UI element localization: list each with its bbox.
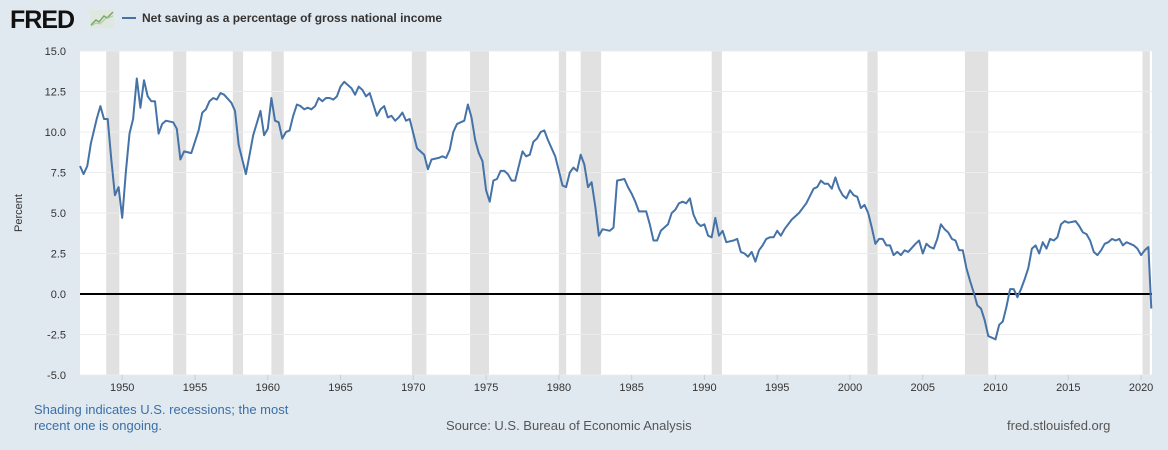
x-tick-label: 2010 xyxy=(983,382,1007,394)
site-link[interactable]: fred.stlouisfed.org xyxy=(1007,418,1111,433)
x-tick-label: 1950 xyxy=(110,382,134,394)
y-tick-label: 5.0 xyxy=(51,208,66,220)
x-tick-label: 1990 xyxy=(692,382,716,394)
x-tick-label: 1955 xyxy=(183,382,207,394)
legend-line-swatch xyxy=(122,17,136,19)
x-tick-label: 2000 xyxy=(838,382,862,394)
y-tick-label: 12.5 xyxy=(45,87,66,99)
x-tick-label: 1970 xyxy=(401,382,425,394)
fred-logo-graph-icon xyxy=(90,10,114,28)
x-tick-label: 1985 xyxy=(619,382,643,394)
legend-label: Net saving as a percentage of gross nati… xyxy=(142,11,443,25)
x-tick-label: 1965 xyxy=(328,382,352,394)
fred-logo[interactable]: FRED xyxy=(10,6,75,34)
y-tick-label: 7.5 xyxy=(51,168,66,180)
y-axis-label: Percent xyxy=(13,194,25,232)
y-tick-label: 0.0 xyxy=(51,289,66,301)
y-tick-label: 15.0 xyxy=(45,46,66,58)
recession-note: Shading indicates U.S. recessions; the m… xyxy=(34,402,289,433)
x-tick-label: 1975 xyxy=(474,382,498,394)
x-tick-label: 2005 xyxy=(911,382,935,394)
y-tick-label: 2.5 xyxy=(51,249,66,261)
x-tick-label: 1960 xyxy=(256,382,280,394)
chart-legend: Net saving as a percentage of gross nati… xyxy=(122,11,442,25)
x-tick-label: 1980 xyxy=(547,382,571,394)
series-line xyxy=(79,77,1153,341)
y-tick-label: -2.5 xyxy=(47,330,66,342)
y-tick-label: 10.0 xyxy=(45,127,66,139)
x-tick-label: 1995 xyxy=(765,382,789,394)
y-tick-label: -5.0 xyxy=(47,370,66,382)
source-note: Source: U.S. Bureau of Economic Analysis xyxy=(446,418,692,433)
x-tick-label: 2015 xyxy=(1056,382,1080,394)
x-tick-label: 2020 xyxy=(1129,382,1153,394)
